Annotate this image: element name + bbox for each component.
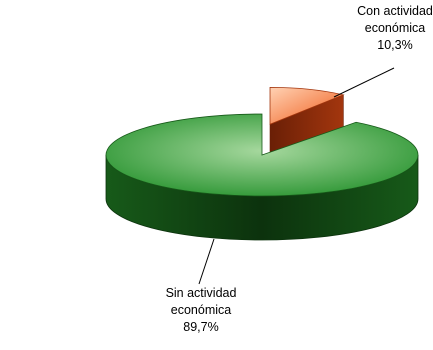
slice-sin-actividad	[105, 113, 419, 197]
leader-line-sin-actividad	[198, 238, 215, 285]
slice-con-actividad	[269, 86, 345, 125]
slice-name-line1: Sin actividad	[165, 286, 237, 300]
leader-line-con-actividad	[333, 67, 395, 98]
slice-label-sin-actividad: Sin actividad económica 89,7%	[136, 285, 266, 336]
slice-name-line2: económica	[364, 21, 426, 35]
slice-value-label: 10,3%	[377, 38, 413, 52]
slice-name-line1: Con actividad	[357, 4, 433, 18]
slice-value-label: 89,7%	[183, 320, 219, 334]
slice-label-con-actividad: Con actividad económica 10,3%	[330, 3, 433, 54]
slice-name-line2: económica	[170, 303, 232, 317]
